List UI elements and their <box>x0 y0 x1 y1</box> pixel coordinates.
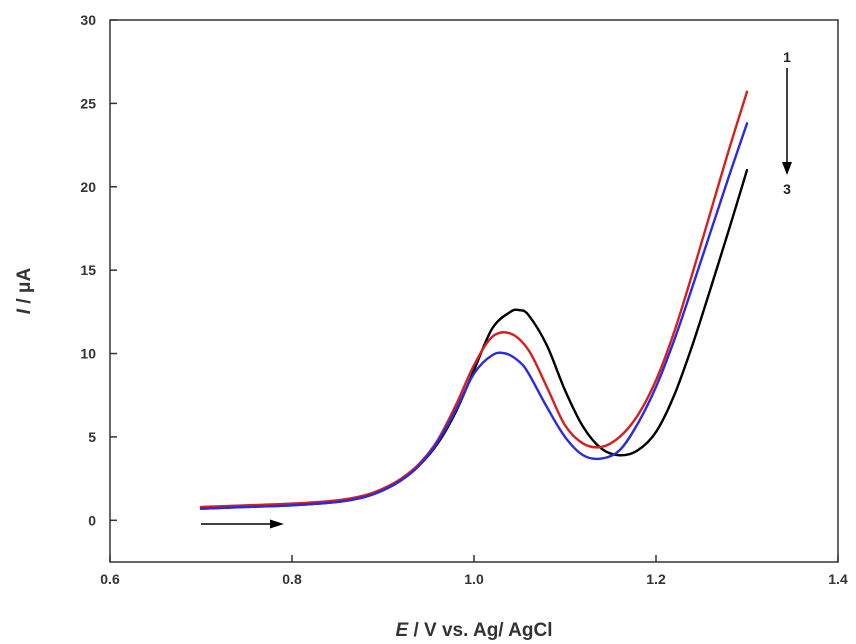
series-line-1 <box>199 168 749 510</box>
y-tick-label: 15 <box>80 262 96 278</box>
y-tick-label: 10 <box>80 346 96 362</box>
x-tick-label: 1.0 <box>464 571 484 587</box>
series-order-arrow-head <box>782 162 792 175</box>
y-axis-title: I / μA <box>14 267 35 314</box>
x-axis-ticks: 0.6 0.8 1.0 1.2 1.4 <box>100 555 848 587</box>
x-tick-label: 1.4 <box>828 571 848 587</box>
x-tick-label: 1.2 <box>646 571 666 587</box>
plot-frame <box>109 19 839 563</box>
y-tick-label: 25 <box>80 95 96 111</box>
y-tick-label: 30 <box>80 12 96 28</box>
x-tick-label: 0.6 <box>100 571 120 587</box>
x-tick-label: 0.8 <box>282 571 302 587</box>
y-axis-ticks: 0 5 10 15 20 25 30 <box>80 12 117 528</box>
annotation-label-3: 3 <box>783 181 791 197</box>
y-tick-label: 20 <box>80 179 96 195</box>
annotation-label-1: 1 <box>783 49 791 65</box>
series-line-2 <box>199 90 749 509</box>
y-tick-label: 0 <box>88 512 96 528</box>
scan-direction-arrow-head <box>270 519 284 529</box>
x-axis-title: E / V vs. Ag/ AgCl <box>396 620 553 641</box>
series-group <box>199 90 749 510</box>
y-tick-label: 5 <box>88 429 96 445</box>
series-line-3 <box>199 122 749 510</box>
